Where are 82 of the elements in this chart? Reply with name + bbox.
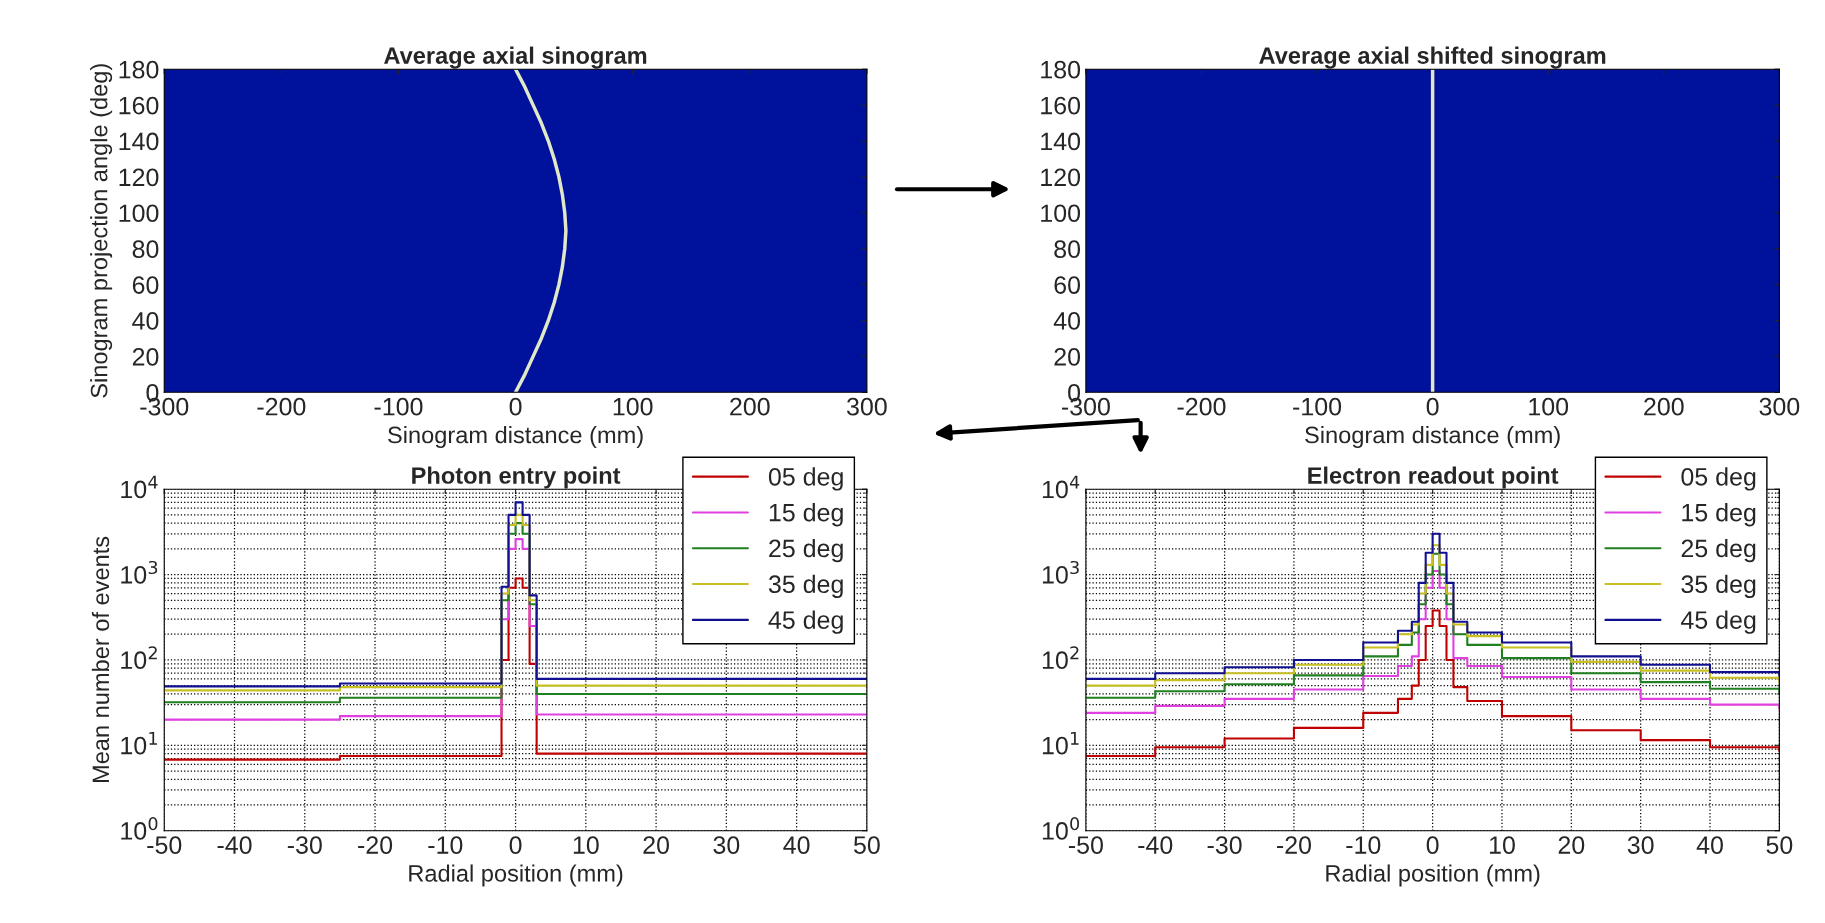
legend-label: 25 deg — [769, 538, 843, 563]
y-tick-label: 160 — [119, 96, 159, 115]
y-tick-label: 40 — [1053, 312, 1081, 330]
y-tick-label: 160 — [1041, 96, 1081, 115]
y-tick-label: 10$^{2}$ — [1042, 646, 1079, 670]
x-tick-label: 0 — [1426, 836, 1439, 854]
x-tick-label: 40 — [783, 836, 810, 854]
x-tick-label: 300 — [1759, 397, 1800, 416]
x-tick-label: 0 — [1426, 397, 1439, 416]
chart-title: Average axial sinogram — [384, 46, 647, 69]
y-tick-label: 180 — [1041, 60, 1081, 79]
legend-label: 35 deg — [1681, 574, 1756, 599]
x-tick-label: 100 — [613, 397, 653, 416]
x-tick-label: 50 — [853, 836, 880, 854]
legend-label: 35 deg — [768, 574, 843, 599]
x-tick-label: -100 — [374, 397, 423, 416]
y-tick-label: 10$^{4}$ — [1042, 475, 1080, 499]
legend-label: 05 deg — [1681, 467, 1756, 491]
x-tick-label: 100 — [1529, 397, 1569, 416]
y-tick-label: 10$^{3}$ — [1042, 560, 1079, 584]
x-tick-label: -30 — [287, 836, 322, 854]
x-tick-label: 20 — [643, 836, 670, 854]
y-tick-label: 10$^{1}$ — [121, 731, 157, 755]
y-tick-label: 80 — [1054, 240, 1081, 258]
y-tick-label: 10$^{2}$ — [121, 646, 157, 670]
x-tick-label: -10 — [428, 836, 463, 854]
y-tick-label: 10$^{1}$ — [1042, 731, 1079, 755]
x-tick-label: 10 — [573, 836, 599, 854]
x-tick-label: 20 — [1558, 836, 1585, 854]
x-axis-title: Radial position (mm) — [409, 864, 623, 887]
x-tick-label: -20 — [1276, 836, 1312, 854]
x-tick-label: -200 — [257, 397, 306, 416]
chart-title: Average axial shifted sinogram — [1259, 46, 1606, 69]
line-series — [513, 69, 568, 393]
y-tick-label: 40 — [132, 312, 159, 330]
y-tick-label: 100 — [1041, 204, 1081, 223]
legend-label: 15 deg — [769, 503, 843, 527]
x-tick-label: 200 — [1644, 397, 1684, 416]
y-tick-label: 120 — [1041, 168, 1081, 187]
x-tick-label: 0 — [509, 836, 522, 854]
legend-label: 45 deg — [768, 610, 843, 634]
line-series — [1430, 69, 1435, 393]
chart-title: Photon entry point — [412, 466, 621, 489]
y-tick-label: 80 — [132, 240, 159, 258]
y-tick-label: 60 — [132, 276, 159, 294]
x-tick-label: 300 — [846, 397, 887, 416]
y-axis-title: Mean number of events — [91, 536, 110, 783]
x-axis-title: Sinogram distance (mm) — [1305, 426, 1560, 449]
y-tick-label: 60 — [1054, 276, 1081, 294]
y-tick-label: 20 — [1054, 347, 1081, 366]
x-tick-label: -20 — [358, 836, 393, 854]
x-tick-label: -30 — [1207, 836, 1242, 854]
y-tick-label: 140 — [1041, 132, 1081, 151]
y-tick-label: 120 — [119, 168, 159, 187]
y-axis-title: Sinogram projection angle (deg) — [90, 64, 113, 398]
y-tick-label: 180 — [119, 60, 159, 79]
y-tick-label: 20 — [132, 347, 159, 366]
x-tick-label: 40 — [1696, 836, 1723, 854]
x-tick-label: 0 — [509, 397, 522, 416]
y-tick-label: 10$^{4}$ — [121, 475, 158, 499]
legend-label: 15 deg — [1682, 503, 1756, 527]
legend-label: 45 deg — [1680, 610, 1756, 634]
x-tick-label: 30 — [1627, 836, 1654, 854]
y-tick-label: 140 — [119, 132, 159, 151]
legend-label: 05 deg — [768, 467, 843, 491]
x-tick-label: -40 — [217, 836, 252, 854]
x-tick-label: -50 — [147, 836, 182, 854]
y-tick-label: 10$^{3}$ — [121, 560, 158, 584]
x-axis-title: Sinogram distance (mm) — [388, 426, 643, 449]
x-tick-label: 10 — [1489, 836, 1515, 854]
x-tick-label: -50 — [1068, 836, 1103, 854]
chart-title: Electron readout point — [1308, 466, 1559, 489]
x-axis-title: Radial position (mm) — [1326, 864, 1540, 887]
legend-label: 25 deg — [1681, 538, 1756, 563]
x-tick-label: -40 — [1138, 836, 1173, 854]
x-tick-label: 200 — [730, 397, 770, 416]
x-tick-label: -100 — [1293, 397, 1342, 416]
y-tick-label: 100 — [119, 204, 159, 223]
x-tick-label: 50 — [1766, 836, 1793, 854]
x-tick-label: 30 — [713, 836, 740, 854]
x-tick-label: -10 — [1346, 836, 1381, 854]
x-tick-label: -200 — [1177, 397, 1226, 416]
